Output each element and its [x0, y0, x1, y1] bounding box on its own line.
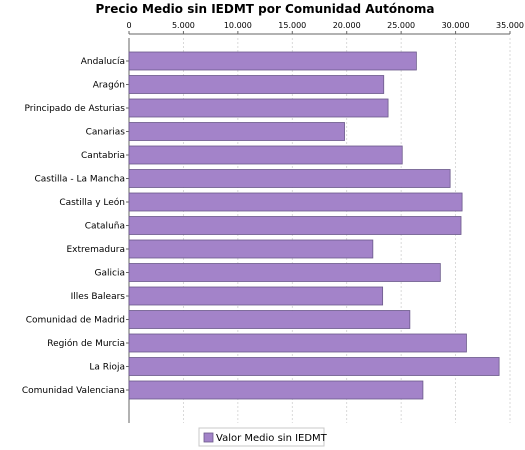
bar [128, 239, 374, 259]
category-label: Comunidad de Madrid [26, 316, 125, 326]
bar [128, 169, 451, 188]
tick-label: 20.000 [333, 21, 361, 30]
category-label: Castilla - La Mancha [34, 175, 125, 185]
bar [128, 51, 417, 71]
legend-label: Valor Medio sin IEDMT [216, 433, 328, 444]
tick-label: 25.000 [387, 21, 415, 30]
category-label: Cantabria [81, 151, 125, 161]
bar [128, 333, 467, 353]
category-label: Cataluña [85, 222, 125, 232]
category-labels: Andalucía Aragón Principado de Asturias Can… [22, 57, 125, 396]
category-label: Andalucía [81, 57, 125, 67]
tick-label: 15.000 [278, 21, 306, 30]
bar [128, 216, 462, 235]
chart-title: Precio Medio sin IEDMT por Comunidad Aut… [96, 2, 435, 16]
bar [128, 286, 384, 306]
category-label: Comunidad Valenciana [22, 386, 125, 396]
bar [128, 192, 463, 212]
tick-label: 0 [126, 21, 131, 30]
category-label: Castilla y León [59, 197, 125, 208]
bar [128, 380, 424, 400]
category-label: Aragón [93, 80, 125, 91]
category-label: Illes Balears [71, 292, 126, 302]
legend-box [198, 427, 325, 447]
tick-label: 30.000 [442, 21, 470, 30]
tick-label: 5.000 [172, 21, 195, 30]
bar [128, 263, 441, 282]
category-label: Galicia [95, 269, 125, 279]
category-label: Extremadura [67, 245, 126, 255]
legend-swatch [203, 432, 214, 443]
category-label: Canarias [86, 128, 126, 138]
bars [128, 51, 500, 400]
bar [128, 357, 500, 376]
bar [128, 75, 385, 94]
tick-label: 10.000 [224, 21, 252, 30]
tick-label: 35.000 [496, 21, 524, 30]
bar [128, 310, 411, 329]
category-label: Región de Murcia [47, 338, 125, 349]
category-label: Principado de Asturias [24, 104, 125, 114]
bar [128, 122, 345, 141]
bar [128, 145, 403, 165]
category-label: La Rioja [89, 363, 125, 373]
bar [128, 98, 389, 118]
legend: Valor Medio sin IEDMT [198, 427, 328, 447]
